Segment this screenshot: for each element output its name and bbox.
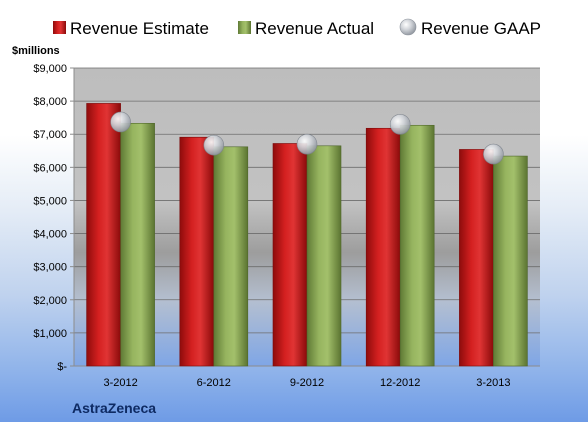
bar-revenue-actual (120, 122, 155, 367)
bar-revenue-actual (493, 155, 528, 367)
legend: Revenue Estimate Revenue Actual Revenue … (53, 18, 541, 38)
legend-label-estimate: Revenue Estimate (70, 19, 209, 38)
marker-revenue-gaap (483, 143, 504, 165)
y-tick-label: $- (57, 361, 67, 373)
x-tick-label: 3-2013 (476, 377, 510, 389)
gaap-markers (110, 111, 504, 165)
company-name: AstraZeneca (72, 400, 156, 416)
bar-revenue-actual (306, 145, 342, 367)
marker-revenue-gaap (296, 133, 318, 155)
y-tick-label: $9,000 (33, 63, 67, 75)
y-tick-label: $5,000 (33, 195, 67, 207)
y-tick-label: $6,000 (33, 162, 67, 174)
bar-revenue-actual (213, 146, 249, 367)
x-tick-label: 9-2012 (290, 377, 324, 389)
x-tick-labels: 3-2012 6-2012 9-2012 12-2012 3-2013 (103, 377, 510, 389)
bar-revenue-estimate (179, 136, 215, 367)
legend-swatch-estimate (53, 21, 66, 34)
bar-revenue-estimate (86, 103, 121, 367)
y-tick-label: $2,000 (33, 295, 67, 307)
legend-item-estimate: Revenue Estimate (53, 19, 209, 38)
bar-revenue-estimate (365, 127, 401, 367)
y-tick-label: $8,000 (33, 96, 67, 108)
x-tick-label: 3-2012 (103, 377, 137, 389)
x-tick-label: 6-2012 (197, 377, 231, 389)
legend-label-gaap: Revenue GAAP (421, 19, 541, 38)
y-tick-label: $1,000 (33, 328, 67, 340)
bar-revenue-estimate (459, 149, 494, 367)
bars (86, 103, 528, 367)
marker-revenue-gaap (389, 113, 411, 135)
bar-revenue-actual (399, 124, 435, 367)
marker-revenue-gaap (110, 111, 131, 133)
y-tick-labels: $- $1,000 $2,000 $3,000 $4,000 $5,000 $6,000 $7… (33, 63, 74, 373)
legend-item-gaap: Revenue GAAP (399, 18, 541, 38)
y-tick-label: $3,000 (33, 262, 67, 274)
y-tick-label: $4,000 (33, 229, 67, 241)
legend-label-actual: Revenue Actual (255, 19, 374, 38)
legend-marker-gaap (399, 18, 417, 36)
bar-revenue-estimate (272, 143, 308, 367)
marker-revenue-gaap (203, 134, 225, 156)
x-tick-label: 12-2012 (380, 377, 420, 389)
y-tick-label: $7,000 (33, 129, 67, 141)
legend-swatch-actual (238, 21, 251, 34)
legend-item-actual: Revenue Actual (238, 19, 374, 38)
y-axis-label: $millions (12, 45, 60, 57)
